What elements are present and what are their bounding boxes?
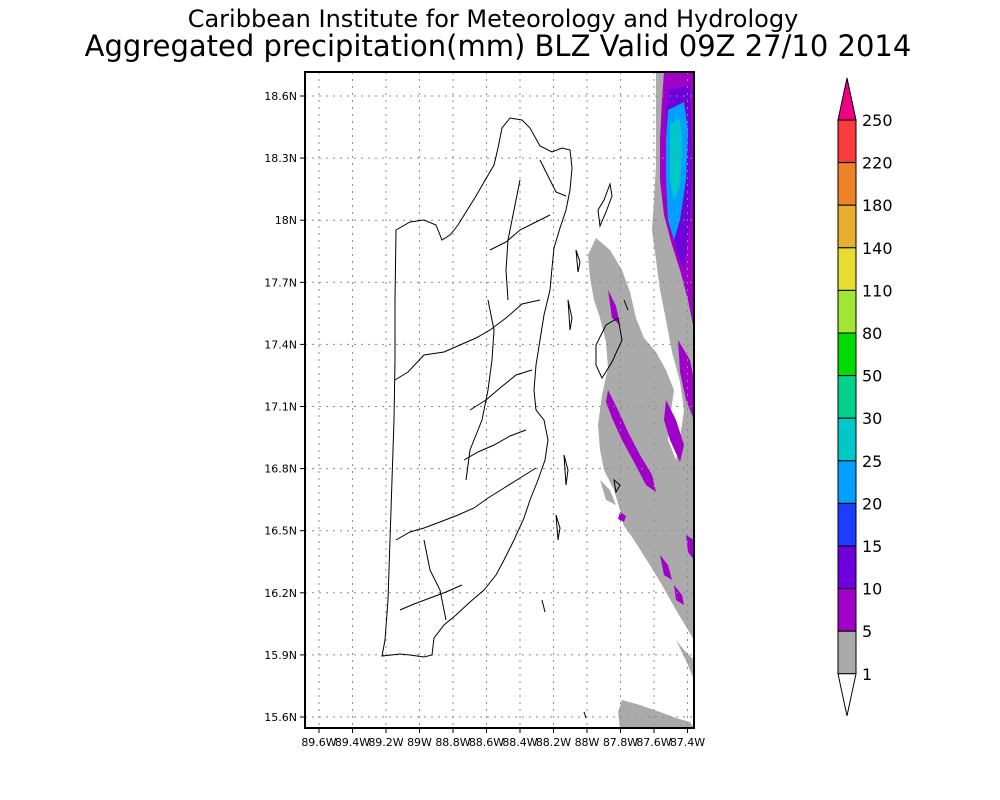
map-gridlines	[305, 72, 694, 728]
lon-tick-label: 88.2W	[536, 736, 571, 749]
lon-tick-label: 87.4W	[670, 736, 705, 749]
lat-tick-label: 18.6N	[264, 90, 297, 103]
institute-title: Caribbean Institute for Meteorology and …	[188, 5, 799, 33]
colorbar-top-arrow	[837, 77, 857, 121]
lat-tick-label: 16.8N	[264, 463, 297, 476]
latitude-axis: 18.6N 18.3N 18N 17.7N 17.4N 17.1N 16.8N 16.5N 16…	[264, 90, 305, 724]
colorbar-label: 180	[862, 196, 893, 215]
lon-tick-label: 88.4W	[502, 736, 537, 749]
colorbar-segment	[837, 247, 857, 291]
map-frame	[304, 71, 695, 729]
colorbar-segment	[837, 375, 857, 419]
colorbar-segment	[837, 588, 857, 632]
lon-tick-label: 89.6W	[301, 736, 336, 749]
lon-tick-label: 89W	[407, 736, 432, 749]
colorbar-segment	[837, 332, 857, 377]
belize-boundaries	[381, 117, 629, 719]
colorbar-segment	[837, 545, 857, 590]
lat-tick-label: 17.4N	[264, 338, 297, 351]
lon-tick-label: 89.2W	[368, 736, 403, 749]
colorbar-label: 25	[862, 452, 882, 471]
colorbar-segment	[837, 630, 857, 675]
lon-tick-label: 88.8W	[435, 736, 470, 749]
lon-tick-label: 88W	[575, 736, 600, 749]
colorbar-label: 110	[862, 281, 893, 300]
lat-tick-label: 16.2N	[264, 587, 297, 600]
colorbar-label: 15	[862, 537, 882, 556]
colorbar-label: 20	[862, 494, 882, 513]
lat-tick-label: 15.6N	[264, 711, 297, 724]
colorbar-segment	[837, 204, 857, 249]
lat-tick-label: 17.7N	[264, 276, 297, 289]
lat-tick-label: 16.5N	[264, 525, 297, 538]
colorbar-label: 10	[862, 580, 882, 599]
colorbar-label: 220	[862, 154, 893, 173]
colorbar-label: 140	[862, 239, 893, 258]
lon-tick-label: 88.6W	[469, 736, 504, 749]
lat-tick-label: 18N	[275, 214, 297, 227]
colorbar-segment	[837, 417, 857, 462]
colorbar-segment	[837, 460, 857, 504]
colorbar-label: 80	[862, 324, 882, 343]
lat-tick-label: 15.9N	[264, 649, 297, 662]
colorbar-segment	[837, 162, 857, 206]
colorbar-label: 250	[862, 111, 893, 130]
colorbar-label: 1	[862, 665, 872, 684]
lon-tick-label: 89.4W	[335, 736, 370, 749]
colorbar-segment	[837, 289, 857, 334]
lon-tick-label: 87.8W	[603, 736, 638, 749]
map-panel: 18.6N 18.3N 18N 17.7N 17.4N 17.1N 16.8N 16.5N 16…	[264, 71, 705, 749]
colorbar-label: 5	[862, 622, 872, 641]
colorbar-segment	[837, 119, 857, 164]
lat-tick-label: 18.3N	[264, 152, 297, 165]
precip-shading-15-25	[666, 102, 688, 240]
lat-tick-label: 17.1N	[264, 401, 297, 414]
product-title: Aggregated precipitation(mm) BLZ Valid 0…	[85, 29, 912, 63]
colorbar-label: 50	[862, 367, 882, 386]
lon-tick-label: 87.6W	[636, 736, 671, 749]
precipitation-colorbar: 250 220 180 140 110 80 50 30 25 20 15 10 5 1	[837, 77, 893, 716]
colorbar-label: 30	[862, 409, 882, 428]
colorbar-segment	[837, 502, 857, 547]
colorbar-bottom-arrow	[837, 673, 857, 716]
